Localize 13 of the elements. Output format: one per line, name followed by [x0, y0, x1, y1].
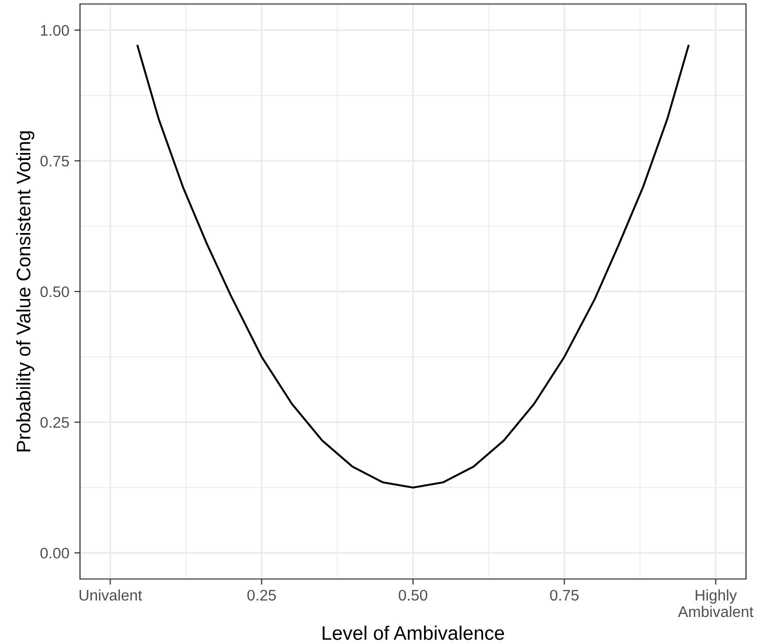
- x-tick-label: Highly Ambivalent: [678, 589, 754, 618]
- x-tick-label: Univalent: [80, 589, 142, 601]
- y-tick-label: 0.25: [40, 417, 69, 428]
- x-tick-label: 0.75: [550, 590, 579, 601]
- y-tick-label: 0.00: [40, 548, 69, 559]
- x-axis-title: Level of Ambivalence: [322, 626, 504, 640]
- y-tick-label: 0.75: [40, 156, 69, 167]
- line-series: [136, 44, 690, 488]
- x-tick-label: 0.50: [398, 590, 428, 601]
- y-axis-title: Probability of Value Consistent Voting: [16, 131, 34, 452]
- y-tick-label: 0.50: [40, 286, 69, 298]
- x-tick-label: 0.25: [247, 590, 276, 601]
- y-tick-label: 1.00: [41, 25, 69, 36]
